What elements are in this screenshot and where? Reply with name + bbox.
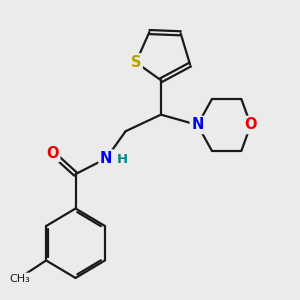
Text: S: S [131, 55, 141, 70]
Text: O: O [244, 118, 257, 133]
Text: N: N [191, 118, 204, 133]
Text: N: N [100, 151, 112, 166]
Text: H: H [117, 153, 128, 166]
Text: O: O [46, 146, 59, 160]
Text: CH₃: CH₃ [10, 274, 30, 284]
